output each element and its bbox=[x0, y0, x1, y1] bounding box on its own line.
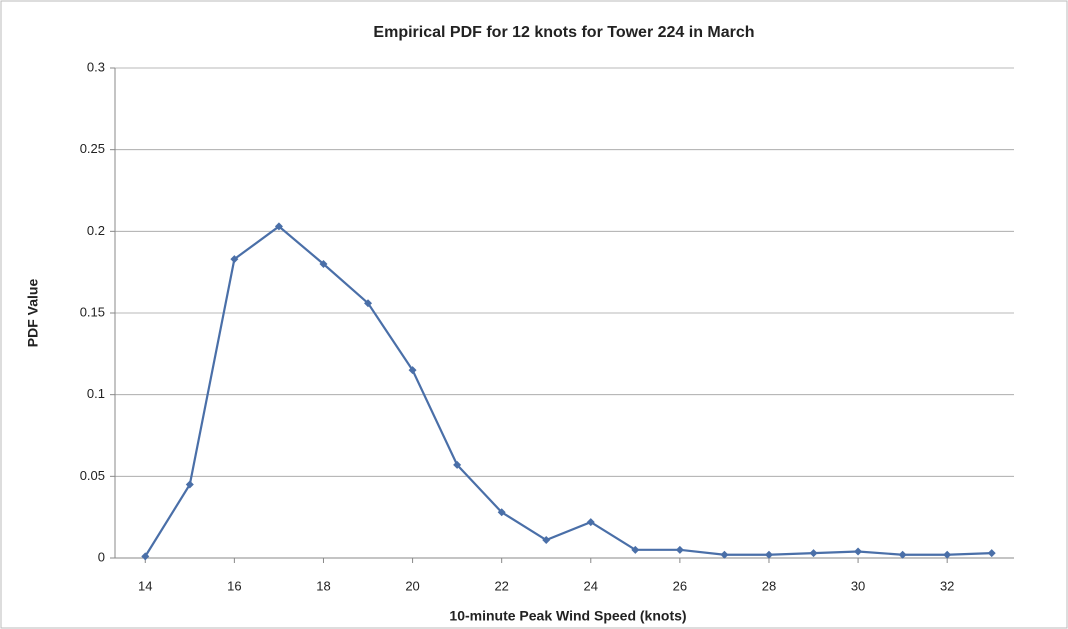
data-point bbox=[230, 255, 239, 264]
data-point bbox=[453, 460, 462, 469]
data-point bbox=[764, 550, 773, 559]
data-point bbox=[497, 508, 506, 517]
x-tick-label: 32 bbox=[940, 578, 954, 593]
data-point bbox=[274, 222, 283, 231]
data-point bbox=[141, 552, 150, 561]
x-tick-label: 18 bbox=[316, 578, 330, 593]
y-tick-label: 0.15 bbox=[80, 304, 105, 319]
x-tick-label: 22 bbox=[494, 578, 508, 593]
x-tick-label: 30 bbox=[851, 578, 865, 593]
y-tick-label: 0 bbox=[98, 549, 105, 564]
x-axis-title: 10-minute Peak Wind Speed (knots) bbox=[449, 608, 686, 624]
data-point bbox=[943, 550, 952, 559]
data-line bbox=[144, 225, 992, 557]
x-tick-label: 14 bbox=[138, 578, 152, 593]
y-tick-label: 0.3 bbox=[87, 59, 105, 74]
x-tick-label: 16 bbox=[227, 578, 241, 593]
data-point bbox=[542, 536, 551, 545]
data-point bbox=[319, 260, 328, 268]
chart-title: Empirical PDF for 12 knots for Tower 224… bbox=[373, 24, 754, 41]
data-point bbox=[586, 518, 595, 527]
y-axis-title: PDF Value bbox=[25, 279, 41, 348]
data-point bbox=[898, 550, 907, 559]
x-tick-label: 28 bbox=[762, 578, 776, 593]
y-tick-label: 0.05 bbox=[80, 468, 105, 483]
x-tick-label: 24 bbox=[584, 578, 598, 593]
data-point bbox=[720, 550, 729, 559]
data-point bbox=[809, 549, 818, 558]
x-tick-label: 26 bbox=[673, 578, 687, 593]
data-point bbox=[631, 545, 640, 554]
data-point bbox=[854, 547, 863, 556]
y-tick-label: 0.2 bbox=[87, 223, 105, 238]
y-tick-label: 0.25 bbox=[80, 141, 105, 156]
x-tick-label: 20 bbox=[405, 578, 419, 593]
data-point bbox=[987, 549, 996, 558]
data-point bbox=[364, 299, 373, 308]
y-tick-label: 0.1 bbox=[87, 386, 105, 401]
data-point bbox=[675, 545, 684, 554]
data-point bbox=[185, 480, 194, 489]
data-point bbox=[408, 366, 417, 375]
